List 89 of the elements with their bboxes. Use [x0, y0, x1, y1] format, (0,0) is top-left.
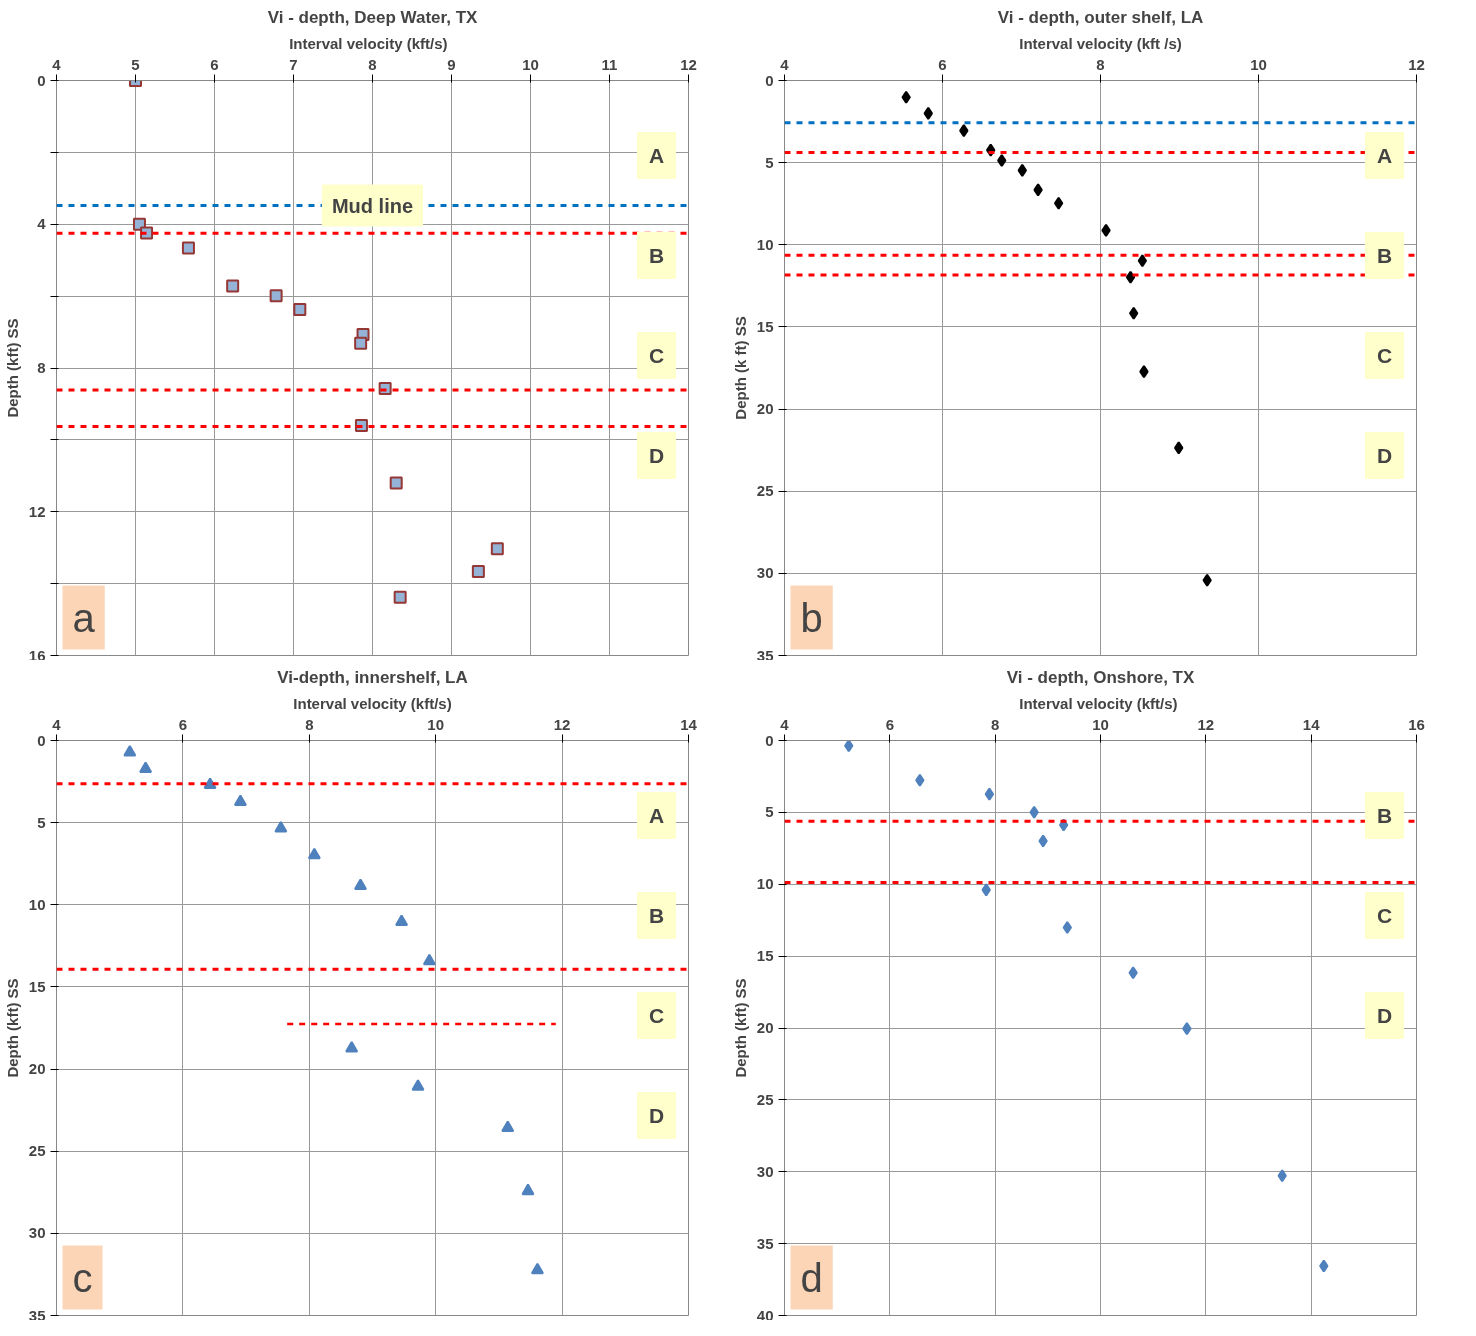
x-tick-label: 10 — [1092, 715, 1109, 733]
annotation: D — [648, 1104, 665, 1127]
x-tick-label: 8 — [368, 55, 377, 73]
chart-title: Vi - depth, Deep Water, TX — [267, 7, 479, 27]
annotation: a — [72, 595, 96, 640]
y-tick-label: 20 — [28, 1060, 46, 1078]
x-tick-label: 6 — [938, 55, 947, 73]
y-tick-label: 8 — [37, 359, 46, 376]
x-tick-label: 4 — [780, 715, 790, 733]
y-tick-label: 35 — [756, 646, 774, 664]
y-tick-label: 30 — [28, 1224, 46, 1242]
annotation: B — [648, 244, 665, 267]
y-tick-label: 15 — [756, 317, 774, 335]
y-tick-label: 35 — [756, 1234, 774, 1252]
y-tick-label: 40 — [756, 1306, 774, 1324]
chart-title: Vi - depth, outer shelf, LA — [997, 7, 1204, 27]
y-axis-title: Depth (kft) SS — [731, 978, 749, 1078]
annotation: B — [1376, 804, 1393, 827]
y-tick-label: 5 — [765, 153, 774, 171]
annotation: d — [800, 1255, 823, 1300]
x-tick-label: 5 — [131, 55, 140, 73]
y-tick-label: 0 — [765, 731, 774, 749]
chart-title: Vi-depth, innershelf, LA — [277, 667, 468, 687]
x-tick-label: 16 — [1408, 715, 1425, 733]
y-tick-label: 16 — [28, 646, 46, 664]
annotation: D — [1376, 444, 1393, 467]
x-tick-label: 9 — [447, 55, 456, 73]
y-tick-label: 20 — [756, 400, 774, 418]
y-tick-label: 25 — [756, 1090, 774, 1108]
x-tick-label: 14 — [1302, 715, 1321, 733]
annotation: A — [648, 144, 665, 167]
chart-title: Vi - depth, Onshore, TX — [1006, 667, 1195, 687]
x-tick-label: 6 — [885, 715, 895, 733]
x-tick-label: 4 — [52, 55, 62, 73]
x-tick-label: 4 — [780, 55, 790, 73]
annotation: A — [1376, 144, 1393, 167]
annotation: D — [1376, 1004, 1393, 1027]
y-tick-label: 0 — [37, 71, 46, 89]
x-tick-label: 12 — [1408, 55, 1425, 73]
x-tick-label: 14 — [680, 715, 698, 733]
annotation: b — [800, 595, 823, 640]
y-tick-label: 35 — [28, 1306, 46, 1324]
annotation: C — [648, 1004, 665, 1027]
y-tick-label: 25 — [28, 1142, 46, 1160]
x-tick-label: 6 — [210, 55, 219, 73]
annotation: C — [1376, 904, 1393, 927]
y-tick-label: 5 — [765, 803, 774, 821]
annotation: B — [648, 904, 665, 927]
x-tick-label: 8 — [1096, 55, 1105, 73]
y-tick-label: 10 — [756, 235, 774, 253]
annotation: B — [1376, 244, 1393, 267]
y-axis-title: Depth (kft) SS — [3, 978, 21, 1078]
y-tick-label: 30 — [756, 564, 774, 582]
y-tick-label: 4 — [37, 215, 47, 233]
y-tick-label: 25 — [756, 482, 774, 500]
y-tick-label: 20 — [756, 1019, 774, 1036]
y-tick-label: 10 — [28, 895, 46, 913]
x-tick-label: 10 — [1250, 55, 1267, 73]
x-tick-label: 11 — [601, 55, 618, 73]
y-tick-label: 0 — [765, 71, 774, 89]
annotation: D — [648, 444, 665, 467]
y-axis-title: Depth (k ft) SS — [731, 316, 749, 420]
x-tick-label: 8 — [991, 715, 1000, 733]
y-tick-label: 12 — [28, 502, 46, 520]
x-axis-title: Interval velocity (kft /s) — [1019, 34, 1182, 52]
x-axis-title: Interval velocity (kft/s) — [1019, 694, 1178, 712]
x-axis-title: Interval velocity (kft/s) — [289, 34, 448, 52]
annotation: c — [72, 1255, 93, 1300]
y-tick-label: 5 — [37, 813, 46, 831]
x-tick-label: 12 — [553, 715, 571, 733]
x-tick-label: 4 — [52, 715, 62, 733]
x-tick-label: 8 — [305, 715, 314, 733]
annotation: C — [648, 344, 665, 367]
annotation: A — [648, 804, 665, 827]
x-tick-label: 10 — [522, 55, 539, 73]
y-axis-title: Depth (kft) SS — [3, 318, 21, 418]
x-tick-label: 12 — [680, 55, 697, 73]
y-tick-label: 0 — [37, 731, 46, 749]
ref-line-label: Mud line — [331, 194, 414, 217]
x-tick-label: 10 — [427, 715, 445, 733]
annotation: C — [1376, 344, 1393, 367]
y-tick-label: 30 — [756, 1162, 774, 1180]
x-tick-label: 7 — [289, 55, 298, 73]
x-tick-label: 12 — [1197, 715, 1215, 733]
x-tick-label: 6 — [178, 715, 188, 733]
y-tick-label: 10 — [756, 875, 774, 893]
y-tick-label: 15 — [28, 977, 46, 995]
y-tick-label: 15 — [756, 947, 774, 965]
x-axis-title: Interval velocity (kft/s) — [293, 694, 452, 712]
